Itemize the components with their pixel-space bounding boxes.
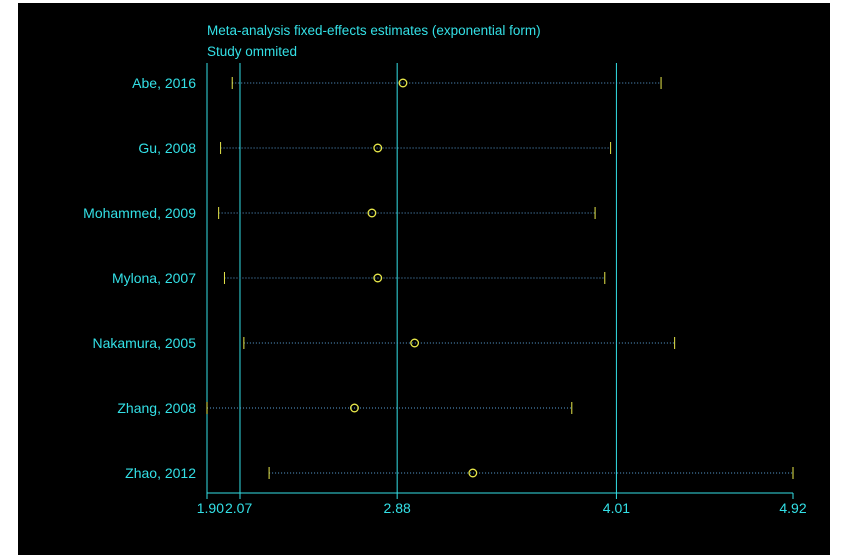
- study-row-4: Nakamura, 2005: [92, 335, 676, 351]
- study-row-6: Zhao, 2012: [125, 465, 794, 481]
- study-label-0: Abe, 2016: [132, 75, 196, 91]
- point-estimate-4: [410, 338, 420, 348]
- point-estimate-3: [373, 273, 383, 283]
- study-label-5: Zhang, 2008: [117, 400, 196, 416]
- x-tick-label-0: 1.90: [197, 500, 224, 516]
- x-tick-label-3: 4.01: [603, 500, 630, 516]
- point-estimate-0: [398, 78, 408, 88]
- x-axis: 1.90 2.07 2.88 4.01 4.92: [197, 63, 807, 516]
- x-tick-label-1: 2.07: [225, 500, 252, 516]
- study-row-5: Zhang, 2008: [117, 400, 573, 416]
- study-label-1: Gu, 2008: [138, 140, 196, 156]
- chart-subtitle: Study ommited: [207, 44, 297, 59]
- study-row-3: Mylona, 2007: [112, 270, 606, 286]
- chart-panel: [18, 3, 830, 555]
- point-estimate-1: [373, 143, 383, 153]
- study-label-6: Zhao, 2012: [125, 465, 196, 481]
- point-estimate-2: [367, 208, 377, 218]
- point-estimate-5: [350, 403, 359, 413]
- x-tick-label-2: 2.88: [384, 500, 411, 516]
- study-row-0: Abe, 2016: [132, 75, 662, 91]
- study-row-2: Mohammed, 2009: [83, 205, 596, 221]
- reference-lines: [239, 63, 617, 493]
- study-label-4: Nakamura, 2005: [92, 335, 196, 351]
- point-estimate-6: [468, 468, 478, 478]
- x-tick-label-4: 4.92: [779, 500, 806, 516]
- study-row-1: Gu, 2008: [138, 140, 612, 156]
- study-rows: Abe, 2016 Gu, 2008 Mohammed, 2009 Mylona, 2…: [83, 75, 794, 481]
- chart-title: Meta-analysis fixed-effects estimates (e…: [207, 23, 541, 38]
- study-label-3: Mylona, 2007: [112, 270, 196, 286]
- study-label-2: Mohammed, 2009: [83, 205, 196, 221]
